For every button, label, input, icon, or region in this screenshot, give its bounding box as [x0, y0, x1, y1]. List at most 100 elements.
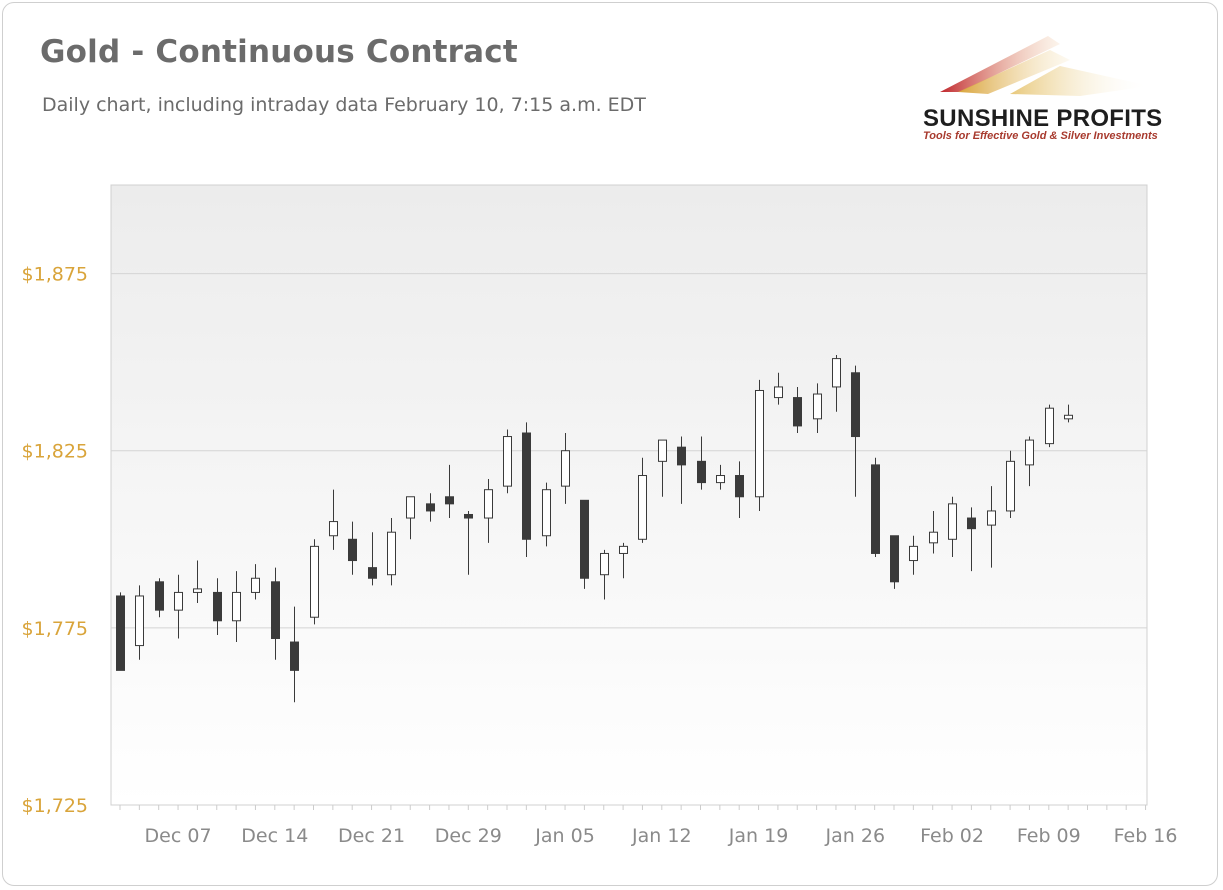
candle-body: [871, 464, 880, 554]
candle-up: [832, 355, 841, 412]
x-tick-label: Feb 16: [1114, 825, 1178, 847]
logo-name: SUNSHINE PROFITS: [923, 105, 1163, 132]
candle-down: [116, 592, 125, 671]
candle-up: [619, 542, 628, 579]
candle-up: [135, 585, 144, 660]
candle-down: [851, 365, 860, 497]
candle-up: [193, 560, 202, 604]
candle-down: [290, 606, 299, 703]
candle-body: [658, 439, 667, 462]
plot-area: [110, 184, 1148, 806]
x-tick-label: Jan 26: [825, 825, 886, 847]
candle-up: [310, 539, 319, 625]
candle-up: [948, 496, 957, 557]
candle-down: [445, 464, 454, 519]
candle-body: [987, 510, 996, 526]
candle-up: [600, 549, 609, 600]
x-tick-label: Dec 21: [338, 825, 405, 847]
candle-down: [677, 436, 686, 504]
candle-down: [426, 493, 435, 522]
candle-body: [426, 503, 435, 512]
sunshine-profits-logo: [940, 36, 1150, 96]
x-tick-label: Dec 07: [145, 825, 212, 847]
candle-body: [1025, 439, 1034, 466]
candle-down: [890, 535, 899, 589]
candle-body: [290, 641, 299, 671]
y-tick-label: $1,775: [22, 618, 88, 640]
candle-body: [310, 545, 319, 618]
candle-up: [232, 571, 241, 643]
candle-up: [658, 439, 667, 497]
candle-up: [813, 383, 822, 433]
candle-down: [271, 567, 280, 660]
candle-body: [135, 595, 144, 647]
candle-body: [329, 521, 338, 537]
candle-body: [213, 591, 222, 622]
candle-body: [638, 475, 647, 540]
x-tick-label: Feb 09: [1017, 825, 1081, 847]
candle-body: [387, 531, 396, 576]
candle-up: [251, 564, 260, 600]
candle-body: [503, 436, 512, 487]
candle-body: [368, 567, 377, 579]
candle-body: [232, 591, 241, 622]
candle-up: [1006, 450, 1015, 519]
candle-up: [503, 429, 512, 494]
candle-body: [406, 496, 415, 519]
candle-down: [793, 386, 802, 433]
candle-body: [813, 393, 822, 420]
candle-body: [1064, 414, 1073, 420]
candle-up: [1045, 404, 1054, 448]
chart-subtitle: Daily chart, including intraday data Feb…: [42, 94, 646, 116]
chart-title: Gold - Continuous Contract: [40, 34, 518, 70]
x-tick-label: Jan 19: [728, 825, 789, 847]
candle-up: [774, 372, 783, 405]
candle-up: [909, 535, 918, 575]
x-tick-label: Jan 05: [534, 825, 595, 847]
candle-body: [116, 595, 125, 671]
candle-up: [716, 464, 725, 490]
y-tick-label: $1,825: [22, 441, 88, 463]
candle-body: [484, 489, 493, 519]
candle-down: [697, 436, 706, 490]
candle-body: [909, 545, 918, 562]
candle-body: [948, 503, 957, 540]
candle-up: [174, 574, 183, 639]
logo-tagline: Tools for Effective Gold & Silver Invest…: [923, 130, 1158, 142]
candle-body: [522, 432, 531, 540]
candle-body: [561, 450, 570, 487]
candle-down: [735, 461, 744, 519]
candle-up: [1064, 404, 1073, 423]
candle-body: [445, 496, 454, 505]
x-tick-label: Dec 14: [241, 825, 308, 847]
candle-up: [987, 486, 996, 568]
candle-up: [387, 518, 396, 586]
candle-down: [368, 532, 377, 586]
candle-body: [542, 489, 551, 537]
candle-down: [580, 499, 589, 589]
candle-body: [735, 475, 744, 498]
candle-body: [1006, 460, 1015, 512]
candle-up: [755, 379, 764, 511]
candle-body: [271, 581, 280, 639]
x-tick-label: Dec 29: [435, 825, 502, 847]
candle-body: [929, 531, 938, 544]
candle-body: [348, 538, 357, 562]
candle-body: [174, 591, 183, 611]
candle-body: [793, 397, 802, 427]
candle-up: [484, 479, 493, 543]
candle-body: [774, 386, 783, 399]
candle-down: [155, 578, 164, 618]
candle-down: [348, 521, 357, 575]
candle-body: [967, 517, 976, 530]
candle-up: [542, 482, 551, 547]
candle-body: [716, 475, 725, 484]
candle-body: [193, 588, 202, 593]
x-tick-label: Feb 02: [920, 825, 984, 847]
x-tick-label: Jan 12: [631, 825, 692, 847]
candle-up: [329, 489, 338, 550]
candle-body: [755, 389, 764, 498]
candle-up: [929, 510, 938, 554]
candle-body: [619, 545, 628, 554]
